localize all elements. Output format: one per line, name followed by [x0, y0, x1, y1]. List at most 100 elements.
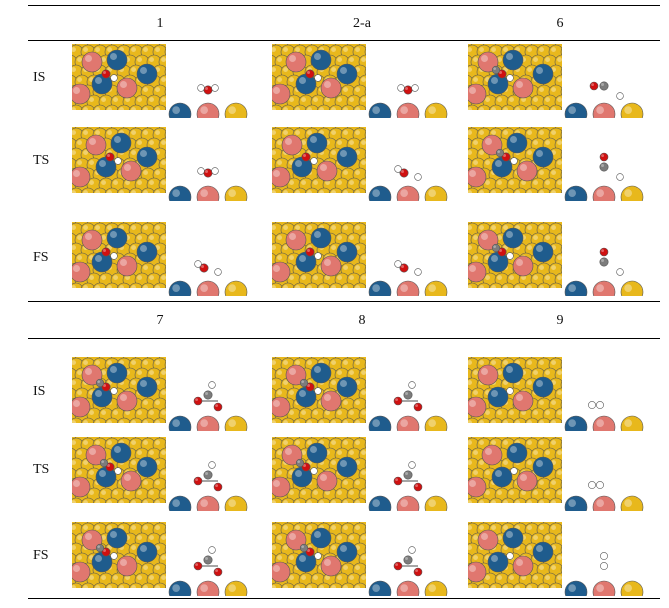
gold-atom — [304, 417, 320, 423]
gold-atom — [364, 170, 366, 180]
cobalt-atom — [95, 466, 117, 488]
gold-atom — [104, 417, 120, 423]
carbon-atom — [203, 470, 213, 480]
side-view — [368, 381, 448, 431]
gold-atom — [560, 47, 562, 57]
gold-atom — [488, 582, 504, 588]
copper-atom — [196, 580, 220, 596]
gold-atom — [548, 497, 562, 503]
cobalt-atom — [564, 415, 588, 431]
oxygen-atom — [101, 247, 111, 257]
gold-atom — [560, 225, 562, 235]
gold-atom — [224, 415, 248, 431]
structure-panel — [468, 127, 648, 201]
gold-atom — [548, 187, 562, 193]
top-view — [72, 522, 166, 588]
side-view — [564, 481, 644, 511]
gold-atom — [560, 380, 562, 390]
gold-atom — [512, 582, 528, 588]
cobalt-atom — [136, 456, 158, 478]
side-view — [564, 247, 644, 296]
side-view — [564, 552, 644, 596]
gold-atom — [224, 102, 248, 118]
carbon-atom — [403, 470, 413, 480]
copper-atom — [481, 134, 503, 156]
hydrogen-atom — [110, 74, 118, 82]
gold-atom — [80, 417, 96, 423]
row-label-ts-2: TS — [33, 462, 50, 477]
copper-atom — [285, 364, 307, 386]
gold-atom — [280, 187, 296, 193]
oxygen-atom — [301, 152, 311, 162]
cobalt-atom — [136, 376, 158, 398]
hydrogen-atom — [408, 381, 416, 389]
gold-atom — [116, 187, 132, 193]
copper-atom — [477, 229, 499, 251]
cobalt-atom — [295, 251, 317, 273]
copper-atom — [196, 102, 220, 118]
gold-atom — [128, 282, 144, 288]
top-view-surface — [272, 222, 366, 288]
gold-atom — [92, 582, 108, 588]
copper-atom — [592, 495, 616, 511]
side-view — [564, 401, 644, 431]
cobalt-atom — [336, 541, 358, 563]
hydrogen-atom — [600, 552, 608, 560]
gold-atom — [92, 497, 108, 503]
gold-atom — [536, 417, 552, 423]
carbon-atom — [599, 162, 609, 172]
copper-atom — [81, 229, 103, 251]
cobalt-atom — [336, 456, 358, 478]
gold-atom — [328, 104, 344, 110]
copper-atom — [72, 166, 91, 188]
copper-atom — [481, 444, 503, 466]
cobalt-atom — [506, 132, 528, 154]
cobalt-atom — [91, 73, 113, 95]
structure-figure — [272, 522, 448, 596]
hydrogen-atom — [596, 481, 604, 489]
cobalt-atom — [502, 527, 524, 549]
gold-atom — [468, 282, 480, 288]
gold-atom — [500, 104, 516, 110]
row-label-is-2: IS — [33, 384, 46, 399]
gold-atom — [164, 525, 166, 535]
cobalt-atom — [487, 386, 509, 408]
gold-atom — [488, 417, 504, 423]
gold-atom — [424, 280, 448, 296]
gold-atom — [476, 187, 492, 193]
gold-atom — [424, 185, 448, 201]
copper-atom — [272, 166, 291, 188]
gold-atom — [164, 545, 166, 555]
top-view-surface — [72, 127, 166, 193]
gold-atom — [316, 497, 332, 503]
gold-atom — [560, 565, 562, 575]
header-rule-1 — [28, 40, 660, 41]
gold-atom — [560, 285, 562, 288]
gold-atom — [316, 417, 332, 423]
cobalt-atom — [368, 580, 392, 596]
carbon-atom — [299, 543, 309, 553]
cobalt-atom — [368, 102, 392, 118]
gold-atom — [476, 282, 492, 288]
gold-atom — [500, 187, 516, 193]
oxygen-atom — [193, 476, 203, 486]
gold-atom — [352, 282, 366, 288]
top-view — [272, 357, 366, 423]
cobalt-atom — [532, 541, 554, 563]
cobalt-atom — [310, 49, 332, 71]
gold-atom — [536, 282, 552, 288]
gold-atom — [524, 282, 540, 288]
column-header-6: 6 — [556, 16, 564, 31]
copper-atom — [592, 102, 616, 118]
gold-atom — [340, 282, 356, 288]
copper-atom — [468, 83, 487, 105]
gold-atom — [272, 104, 284, 110]
gold-atom — [554, 157, 562, 173]
top-rule — [28, 5, 660, 6]
gold-atom — [364, 360, 366, 370]
oxygen-atom — [589, 81, 599, 91]
copper-atom — [120, 160, 142, 182]
gold-atom — [272, 417, 284, 423]
structure-figure — [72, 127, 248, 201]
gold-atom — [116, 282, 132, 288]
